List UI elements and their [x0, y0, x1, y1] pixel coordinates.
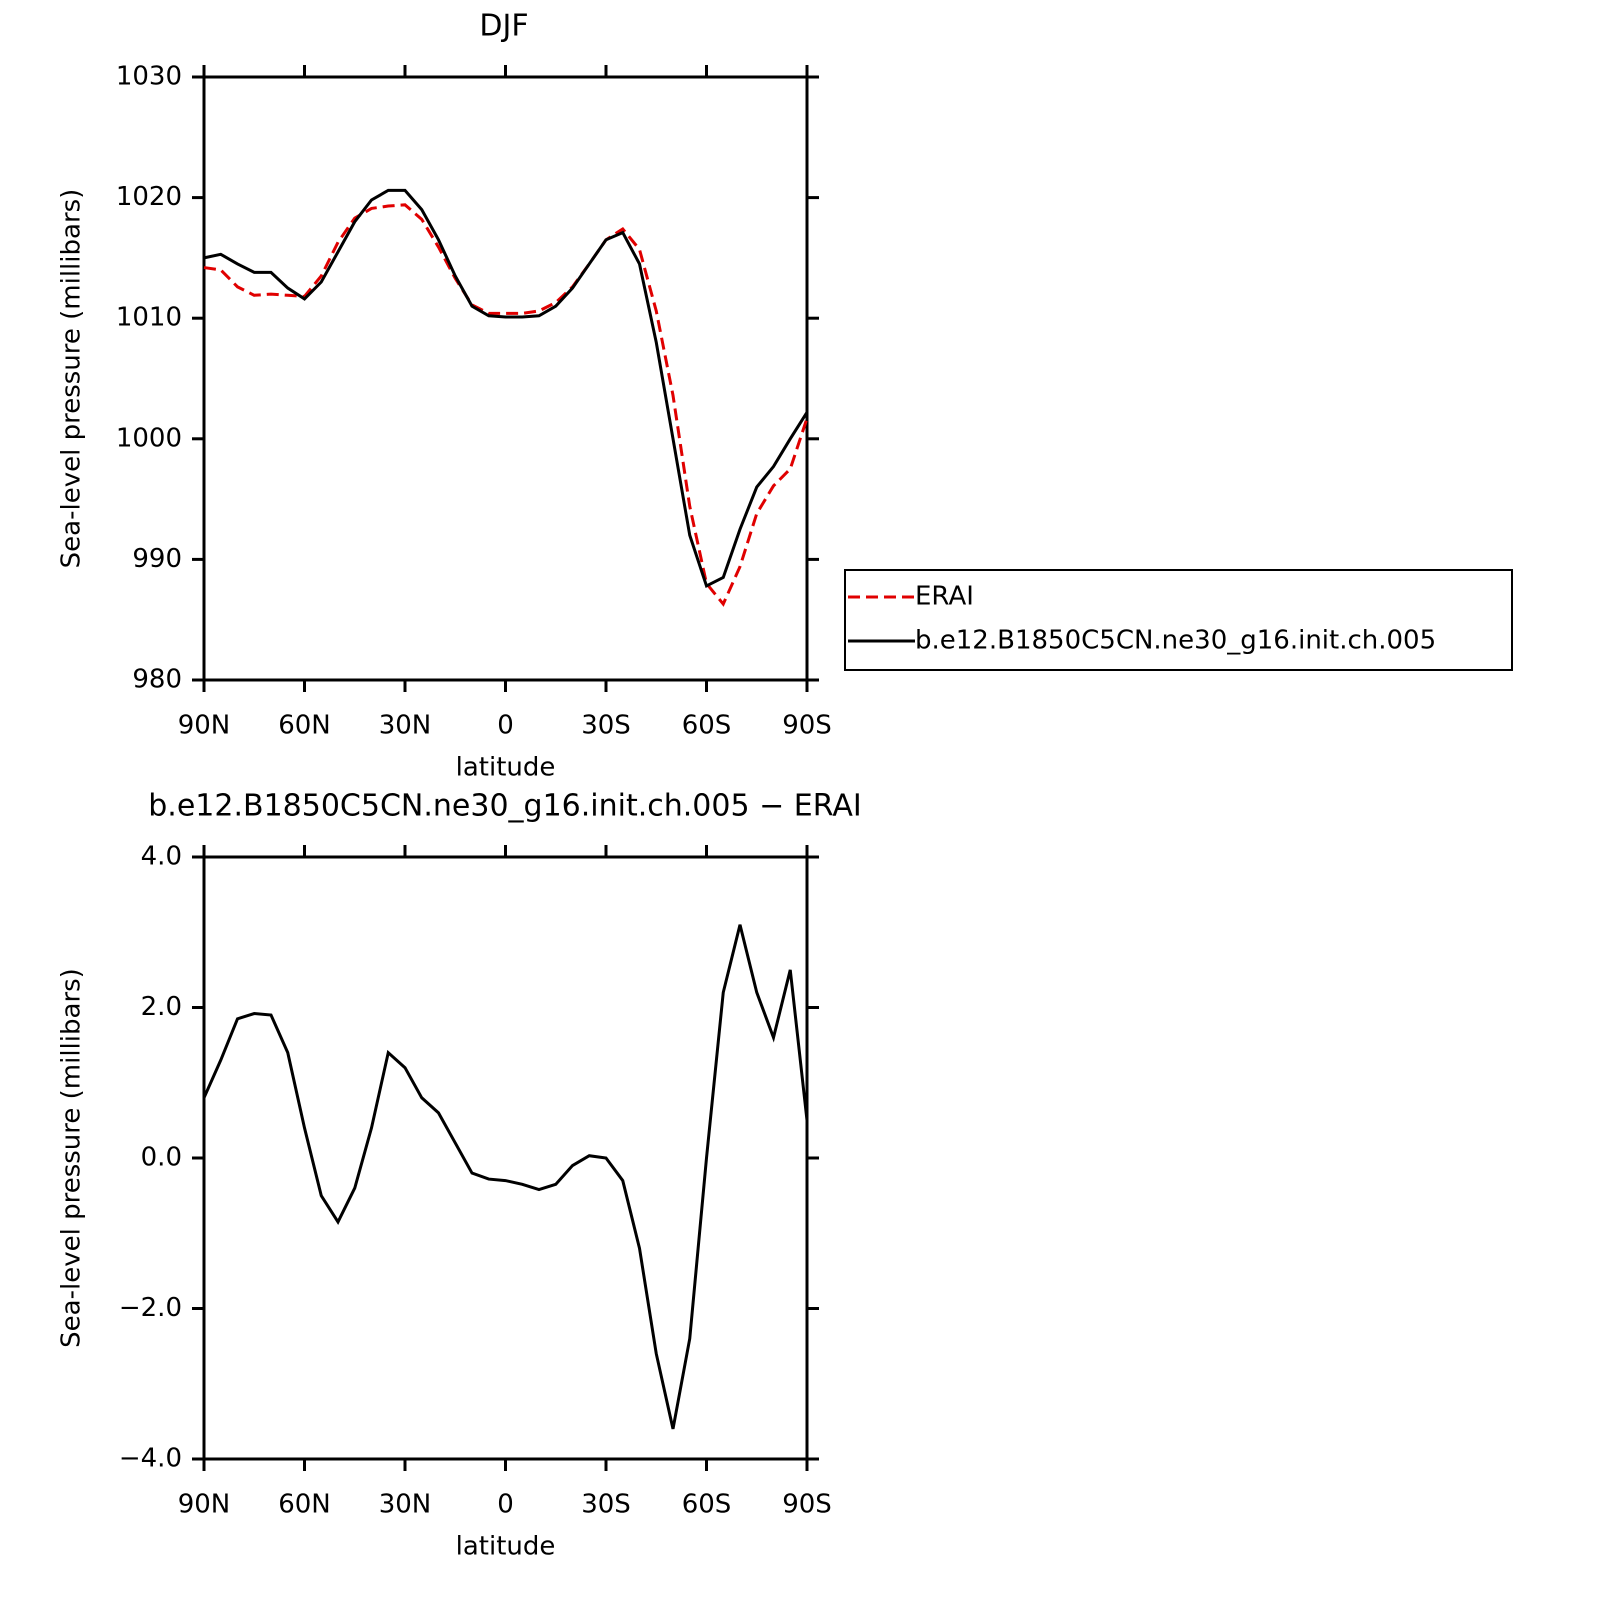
data-line [203, 188, 809, 589]
x-axis-label: latitude [456, 1532, 556, 1562]
legend-label: b.e12.B1850C5CN.ne30_g16.init.ch.005 [915, 626, 1436, 656]
x-tick-label: 90N [178, 711, 231, 741]
x-tick-label: 30S [581, 1490, 631, 1520]
legend-label: ERAI [915, 582, 974, 612]
x-tick-label: 30S [581, 711, 631, 741]
y-axis-label: Sea-level pressure (millibars) [57, 189, 87, 569]
x-tick-label: 60S [682, 711, 732, 741]
x-tick-label: 60S [682, 1490, 732, 1520]
x-tick-label: 30N [379, 1490, 432, 1520]
legend-box [844, 569, 1513, 671]
x-tick-label: 60N [278, 1490, 331, 1520]
data-line [203, 203, 809, 607]
x-tick-label: 30N [379, 711, 432, 741]
chart-title: b.e12.B1850C5CN.ne30_g16.init.ch.005 − E… [148, 789, 861, 824]
x-tick-label: 90S [782, 711, 832, 741]
data-line [202, 924, 809, 1430]
y-axis-label: Sea-level pressure (millibars) [57, 968, 87, 1348]
y-tick-label: 1020 [116, 182, 182, 212]
y-tick-label: 1010 [116, 303, 182, 333]
y-tick-label: 1000 [116, 423, 182, 453]
x-tick-label: 60N [278, 711, 331, 741]
plot-frame [202, 855, 809, 1461]
x-tick-label: 90N [178, 1490, 231, 1520]
y-tick-label: 0.0 [141, 1143, 182, 1173]
y-tick-label: 4.0 [141, 842, 182, 872]
plot-frame [202, 75, 809, 682]
x-axis-label: latitude [456, 753, 556, 783]
x-tick-label: 90S [782, 1490, 832, 1520]
y-tick-label: −2.0 [119, 1293, 182, 1323]
y-tick-label: −4.0 [119, 1444, 182, 1474]
x-tick-label: 0 [497, 1490, 514, 1520]
x-tick-label: 0 [497, 711, 514, 741]
y-tick-label: 980 [132, 665, 182, 695]
y-tick-label: 2.0 [141, 992, 182, 1022]
chart-title: DJF [479, 9, 528, 44]
y-tick-label: 1030 [116, 62, 182, 92]
y-tick-label: 990 [132, 544, 182, 574]
